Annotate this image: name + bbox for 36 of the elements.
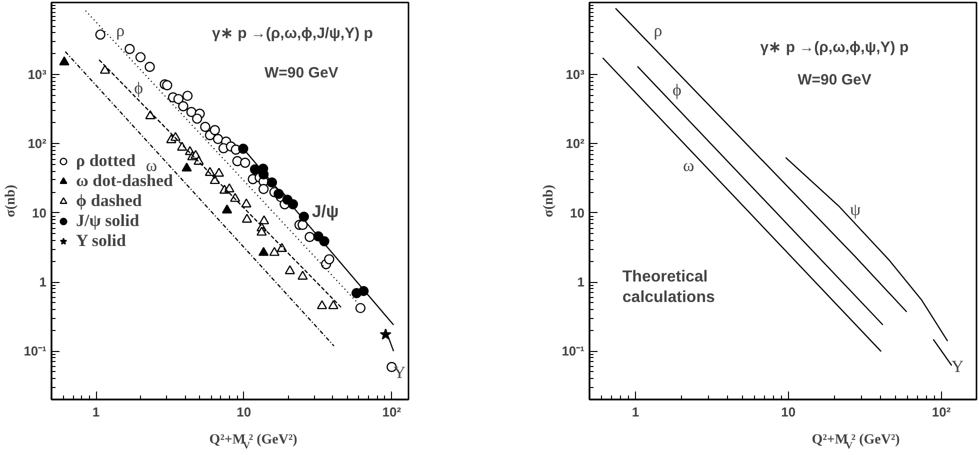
- y-tick-label: 10²: [28, 136, 48, 152]
- legend-label: J/ψ solid: [76, 210, 140, 230]
- annotation: Y: [393, 363, 406, 382]
- annotation: ϕ: [134, 78, 144, 98]
- text: γ∗ p →(ρ,ω,ϕ,J/ψ,Y) p: [212, 24, 373, 42]
- x-tick-label: 1: [632, 404, 640, 420]
- annotation: ψ: [850, 200, 862, 219]
- y-tick-label: 10: [570, 205, 585, 220]
- annotation: Theoretical calculations: [622, 268, 715, 306]
- x-tick-label: 10²: [382, 404, 402, 420]
- y-tick-label: 1: [39, 274, 47, 290]
- y-tick-label: 10⁻¹: [562, 344, 585, 359]
- legend-label: Y solid: [76, 230, 126, 250]
- y-tick-label: 10³: [566, 67, 586, 82]
- y-tick-label: 10⁻¹: [24, 344, 47, 359]
- annotation: J/ψ: [312, 202, 339, 221]
- y-tick-label: 10²: [566, 136, 586, 152]
- x-tick-label: 10: [236, 404, 252, 420]
- text: W=90 GeV: [264, 64, 338, 82]
- y-axis-title: σ(nb): [542, 184, 557, 218]
- y-tick-label: 10: [32, 205, 47, 220]
- annotation: Y: [951, 357, 964, 376]
- annotation: ω: [682, 156, 694, 176]
- y-tick-label: 1: [577, 274, 585, 290]
- x-tick-label: 10: [781, 404, 796, 420]
- text: γ∗ p →(ρ,ω,ϕ,ψ,Y) p: [760, 38, 909, 56]
- x-tick-label: 10²: [932, 404, 952, 420]
- text: W=90 GeV: [798, 71, 872, 88]
- annotation: ρ: [116, 20, 125, 40]
- legend-label: ϕ dashed: [76, 190, 142, 210]
- legend-label: ρ dotted: [76, 150, 136, 170]
- y-axis-title: σ(nb): [4, 184, 19, 218]
- annotation: ρ: [654, 20, 662, 40]
- x-tick-label: 1: [92, 404, 100, 420]
- annotation: ϕ: [672, 80, 682, 100]
- y-tick-label: 10³: [28, 67, 48, 82]
